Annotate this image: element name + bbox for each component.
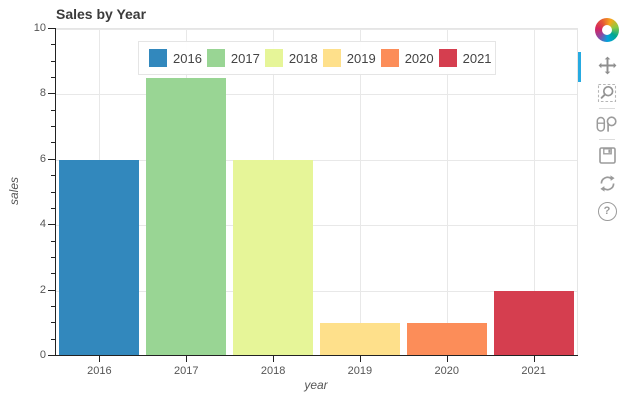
y-minor-tick [51,191,56,193]
y-minor-tick [51,240,56,242]
bar-2019 [319,323,400,356]
x-major-tick [446,356,448,362]
y-major-tick [48,355,56,356]
legend-swatch [149,49,167,67]
legend-entry: 2019 [322,49,376,67]
legend-swatch [380,49,399,67]
toolbar-separator [599,139,615,140]
bokeh-logo[interactable] [595,18,619,42]
help-tool-button[interactable]: ? [592,197,622,225]
v-gridline [446,29,448,356]
legend-swatch [264,49,283,67]
x-major-tick [186,356,188,362]
save-icon [598,146,617,165]
bar-2021 [493,290,574,356]
h-gridline [56,225,577,227]
y-major-tick [48,224,56,226]
y-major-tick [48,28,56,29]
chart-title: Sales by Year [56,6,147,22]
legend-entry: 2016 [149,49,202,67]
y-minor-tick [51,338,56,340]
box-zoom-icon [597,83,618,104]
h-gridline [56,290,577,292]
legend-entry: 2020 [380,49,434,67]
y-minor-tick [51,44,56,46]
x-major-tick [273,356,275,362]
x-tick-label: 2019 [347,365,373,377]
toolbar-separator [599,108,615,109]
y-tick-label: 10 [33,22,46,34]
plot-area[interactable] [56,28,578,356]
y-minor-tick [51,322,56,324]
y-minor-tick [51,142,56,144]
x-major-tick [533,356,535,362]
x-tick-label: 2018 [260,365,286,377]
reset-tool-button[interactable] [592,169,622,197]
pan-icon [597,55,618,76]
active-tool-indicator [578,52,581,82]
save-tool-button[interactable] [592,141,622,169]
legend-swatch [322,49,341,67]
legend-label: 2018 [288,50,318,66]
y-minor-tick [51,77,56,79]
x-tick-label: 2016 [87,365,112,377]
h-gridline [56,29,577,30]
y-minor-tick [51,207,56,209]
legend-label: 2020 [404,50,434,66]
reset-icon [598,174,617,193]
box-zoom-tool-button[interactable] [592,79,622,107]
x-axis-label: year [304,378,328,392]
bar-2020 [406,323,487,356]
legend-label: 2017 [230,50,260,66]
y-minor-tick [51,126,56,128]
y-major-tick [48,289,56,291]
help-icon: ? [597,201,617,221]
y-minor-tick [51,273,56,275]
wheel-zoom-tool-button[interactable] [592,110,622,138]
x-tick-label: 2021 [521,365,546,377]
x-tick-label: 2017 [174,365,199,377]
h-gridline [56,94,577,96]
x-major-tick [359,356,361,362]
y-tick-label: 6 [39,152,46,165]
toolbar: ? [588,18,626,225]
v-gridline [359,29,361,356]
bar-2016 [59,159,140,356]
y-axis-label: sales [7,176,21,206]
legend-entry: 2021 [438,49,492,67]
x-axis-line [55,355,578,356]
legend-entry: 2018 [264,49,318,67]
y-minor-tick [51,256,56,258]
legend-swatch [438,49,457,67]
legend-label: 2019 [346,50,376,66]
pan-tool-button[interactable] [592,51,622,79]
y-tick-label: 0 [39,349,46,361]
legend-entry: 2017 [206,49,260,67]
legend-label: 2016 [173,50,202,66]
legend-swatch [206,49,225,67]
y-tick-label: 4 [39,218,46,231]
y-minor-tick [51,60,56,62]
bar-2017 [146,78,227,356]
wheel-zoom-icon [596,115,618,134]
y-minor-tick [51,175,56,177]
legend-label: 2021 [462,50,492,66]
v-gridline [533,29,535,356]
y-minor-tick [51,109,56,111]
h-gridline [56,159,577,161]
y-tick-label: 2 [39,283,46,296]
x-major-tick [99,356,101,362]
legend: 2016 2017 2018 2019 2020 2021 [138,41,496,75]
x-tick-label: 2020 [434,365,459,377]
y-minor-tick [51,305,56,307]
y-major-tick [48,93,56,95]
y-tick-label: 8 [39,87,46,100]
y-major-tick [48,158,56,160]
bar-2018 [233,159,314,356]
